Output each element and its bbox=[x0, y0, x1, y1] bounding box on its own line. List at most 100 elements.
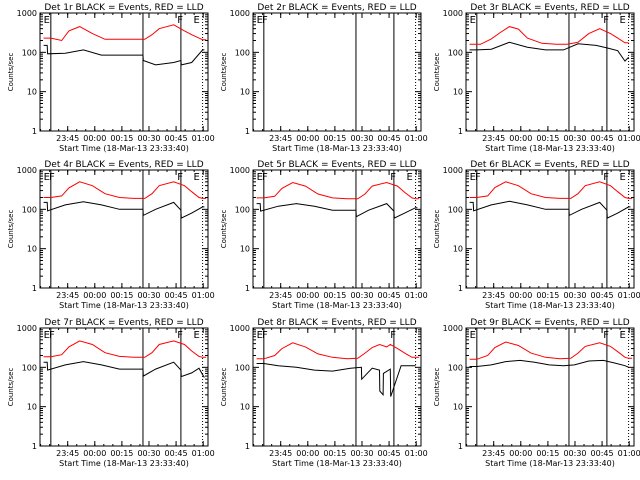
y-tick-label: 100 bbox=[235, 48, 250, 57]
marker-letter: F bbox=[49, 172, 55, 183]
x-axis-label: Start Time (18-Mar-13 23:33:40) bbox=[272, 301, 402, 310]
panel-title: Det 7r BLACK = Events, RED = LLD bbox=[44, 318, 203, 328]
marker-letter: E bbox=[44, 15, 50, 26]
x-axis-label: Start Time (18-Mar-13 23:33:40) bbox=[485, 144, 615, 153]
x-tick-label: 00:00 bbox=[296, 449, 319, 458]
y-tick-label: 10 bbox=[27, 88, 37, 97]
y-axis-label: Counts/sec bbox=[433, 368, 441, 407]
panel-4: Det 4r BLACK = Events, RED = LLD 1 10 100 10… bbox=[7, 160, 215, 310]
x-tick-label: 23:45 bbox=[56, 449, 79, 458]
marker-letter: F bbox=[177, 172, 183, 183]
y-tick-label: 1000 bbox=[17, 9, 37, 18]
panel-title: Det 6r BLACK = Events, RED = LLD bbox=[470, 160, 629, 170]
x-tick-label: 00:15 bbox=[323, 449, 346, 458]
marker-letter: F bbox=[177, 330, 183, 341]
y-tick-label: 1 bbox=[32, 284, 37, 293]
y-tick-label: 1000 bbox=[443, 166, 463, 175]
x-tick-label: 00:00 bbox=[83, 291, 106, 300]
y-tick-label: 1000 bbox=[230, 324, 250, 333]
plot-frame bbox=[252, 327, 422, 447]
marker-letter: F bbox=[390, 172, 396, 183]
y-tick-label: 1 bbox=[245, 284, 250, 293]
y-tick-label: 1 bbox=[458, 284, 463, 293]
marker-letter: E bbox=[407, 172, 413, 183]
x-tick-label: 23:45 bbox=[482, 449, 505, 458]
lld-series-line bbox=[43, 181, 207, 199]
panel-2: Det 2r BLACK = Events, RED = LLD 1 10 100 10… bbox=[220, 3, 428, 153]
marker-letter: E bbox=[470, 330, 476, 341]
plot-frame bbox=[39, 327, 209, 447]
marker-letter: E bbox=[44, 330, 50, 341]
x-tick-label: 00:45 bbox=[378, 291, 401, 300]
lld-series-line bbox=[469, 341, 633, 360]
x-tick-label: 00:30 bbox=[137, 134, 160, 143]
x-tick-label: 01:00 bbox=[405, 291, 428, 300]
x-tick-label: 23:45 bbox=[56, 134, 79, 143]
y-tick-label: 100 bbox=[235, 205, 250, 214]
marker-letter: E bbox=[620, 15, 626, 26]
y-tick-label: 1 bbox=[245, 127, 250, 136]
y-tick-label: 1 bbox=[458, 127, 463, 136]
panel-title: Det 4r BLACK = Events, RED = LLD bbox=[44, 160, 203, 170]
panel-5: Det 5r BLACK = Events, RED = LLD 1 10 100 10… bbox=[220, 160, 428, 310]
x-tick-label: 00:30 bbox=[350, 449, 373, 458]
marker-letter: F bbox=[49, 330, 55, 341]
events-series-line bbox=[43, 44, 205, 66]
y-tick-label: 10 bbox=[240, 245, 250, 254]
panel-title: Det 1r BLACK = Events, RED = LLD bbox=[44, 3, 203, 13]
y-tick-label: 1000 bbox=[443, 9, 463, 18]
plot-frame bbox=[465, 327, 635, 447]
y-tick-label: 100 bbox=[448, 205, 463, 214]
y-tick-label: 1 bbox=[458, 442, 463, 451]
x-tick-label: 00:45 bbox=[378, 134, 401, 143]
lld-series-line bbox=[256, 181, 420, 200]
x-tick-label: 00:30 bbox=[137, 291, 160, 300]
x-tick-label: 01:00 bbox=[192, 134, 215, 143]
y-tick-label: 10 bbox=[240, 88, 250, 97]
marker-letter: E bbox=[194, 330, 200, 341]
events-series-line bbox=[256, 203, 418, 219]
x-tick-label: 00:45 bbox=[165, 449, 188, 458]
y-axis-label: Counts/sec bbox=[433, 210, 441, 249]
x-tick-label: 23:45 bbox=[269, 134, 292, 143]
plot-frame bbox=[39, 169, 209, 289]
marker-letter: E bbox=[257, 172, 263, 183]
y-axis-label: Counts/sec bbox=[220, 53, 228, 92]
x-axis-label: Start Time (18-Mar-13 23:33:40) bbox=[272, 144, 402, 153]
x-tick-label: 00:15 bbox=[110, 449, 133, 458]
lld-series-line bbox=[43, 24, 207, 42]
panel-9: Det 9r BLACK = Events, RED = LLD 1 10 100 10… bbox=[433, 318, 640, 468]
y-tick-label: 100 bbox=[22, 363, 37, 372]
x-tick-label: 00:45 bbox=[591, 134, 614, 143]
marker-letter: E bbox=[257, 15, 263, 26]
marker-letter: F bbox=[262, 330, 268, 341]
x-tick-label: 00:30 bbox=[350, 134, 373, 143]
x-axis-label: Start Time (18-Mar-13 23:33:40) bbox=[59, 144, 189, 153]
y-tick-label: 100 bbox=[448, 363, 463, 372]
x-tick-label: 00:00 bbox=[83, 449, 106, 458]
y-tick-label: 1000 bbox=[17, 324, 37, 333]
x-tick-label: 00:15 bbox=[323, 291, 346, 300]
x-tick-label: 00:30 bbox=[563, 449, 586, 458]
y-tick-label: 10 bbox=[27, 403, 37, 412]
x-tick-label: 23:45 bbox=[269, 449, 292, 458]
marker-letter: E bbox=[44, 172, 50, 183]
y-tick-label: 1000 bbox=[230, 9, 250, 18]
panel-title: Det 9r BLACK = Events, RED = LLD bbox=[470, 318, 629, 328]
x-tick-label: 23:45 bbox=[482, 134, 505, 143]
events-series-line bbox=[256, 363, 416, 397]
marker-letter: E bbox=[470, 172, 476, 183]
x-tick-label: 01:00 bbox=[192, 449, 215, 458]
x-tick-label: 00:30 bbox=[563, 291, 586, 300]
y-axis-label: Counts/sec bbox=[220, 368, 228, 407]
x-tick-label: 00:15 bbox=[536, 291, 559, 300]
y-tick-label: 1 bbox=[32, 442, 37, 451]
x-tick-label: 01:00 bbox=[618, 134, 640, 143]
x-tick-label: 01:00 bbox=[618, 449, 640, 458]
marker-letter: F bbox=[603, 15, 609, 26]
lld-series-line bbox=[256, 342, 420, 360]
y-axis-label: Counts/sec bbox=[433, 53, 441, 92]
x-tick-label: 00:15 bbox=[536, 449, 559, 458]
y-tick-label: 100 bbox=[448, 48, 463, 57]
panel-1: Det 1r BLACK = Events, RED = LLD 1 10 100 10… bbox=[7, 3, 215, 153]
